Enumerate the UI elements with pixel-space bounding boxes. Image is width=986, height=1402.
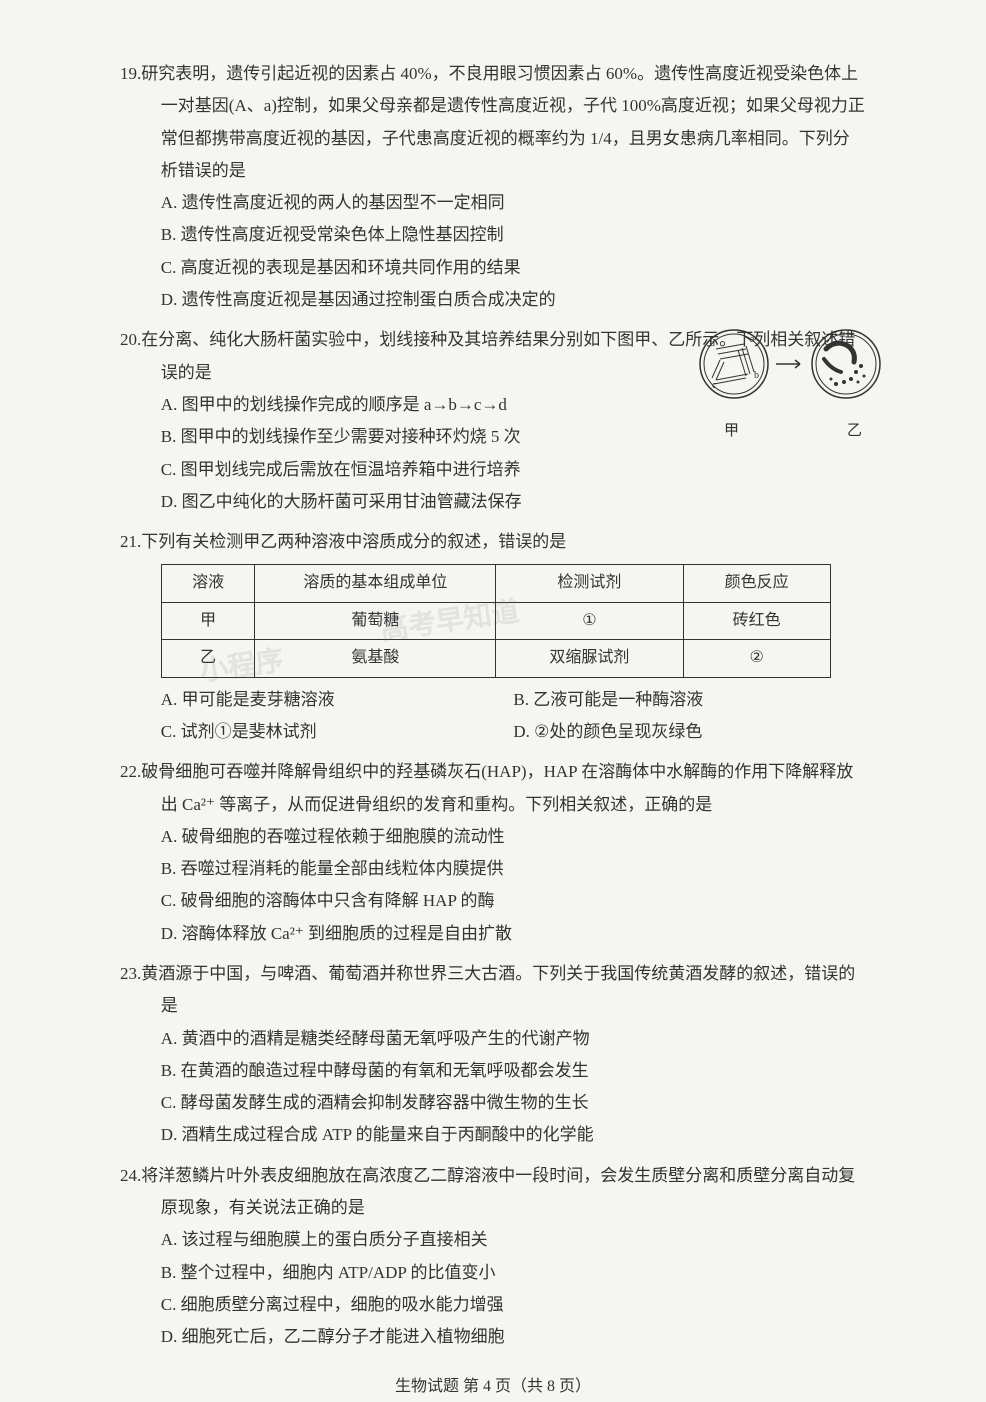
q20-opt-c: C. 图甲划线完成后需放在恒温培养箱中进行培养 xyxy=(120,454,866,486)
q21-opts-row2: C. 试剂①是斐林试剂 D. ②处的颜色呈现灰绿色 xyxy=(120,716,866,748)
q21-opt-d: D. ②处的颜色呈现灰绿色 xyxy=(513,716,866,748)
q19-opt-a: A. 遗传性高度近视的两人的基因型不一定相同 xyxy=(120,187,866,219)
q23-opt-b: B. 在黄酒的酿造过程中酵母菌的有氧和无氧呼吸都会发生 xyxy=(120,1055,866,1087)
q19-text: 研究表明，遗传引起近视的因素占 40%，不良用眼习惯因素占 60%。遗传性高度近… xyxy=(141,64,865,180)
td-1-0: 乙 xyxy=(161,640,255,677)
diagram-label-b: 乙 xyxy=(847,417,862,446)
q22-text: 破骨细胞可吞噬并降解骨组织中的羟基磷灰石(HAP)，HAP 在溶酶体中水解酶的作… xyxy=(141,762,853,813)
q21-opt-c: C. 试剂①是斐林试剂 xyxy=(161,716,514,748)
table-row: 乙 氨基酸 双缩脲试剂 ② xyxy=(161,640,830,677)
q22-number: 22. xyxy=(120,762,141,781)
q21-table: 溶液 溶质的基本组成单位 检测试剂 颜色反应 甲 葡萄糖 ① 砖红色 乙 氨基酸… xyxy=(161,564,831,677)
q23-stem: 23.黄酒源于中国，与啤酒、葡萄酒并称世界三大古酒。下列关于我国传统黄酒发酵的叙… xyxy=(120,958,866,1023)
question-22: 22.破骨细胞可吞噬并降解骨组织中的羟基磷灰石(HAP)，HAP 在溶酶体中水解… xyxy=(120,756,866,950)
td-0-2: ① xyxy=(496,602,683,639)
q21-table-wrap: 溶液 溶质的基本组成单位 检测试剂 颜色反应 甲 葡萄糖 ① 砖红色 乙 氨基酸… xyxy=(120,564,866,677)
q22-opt-d: D. 溶酶体释放 Ca²⁺ 到细胞质的过程是自由扩散 xyxy=(120,918,866,950)
question-19: 19.研究表明，遗传引起近视的因素占 40%，不良用眼习惯因素占 60%。遗传性… xyxy=(120,58,866,316)
q20-opt-d: D. 图乙中纯化的大肠杆菌可采用甘油管藏法保存 xyxy=(120,486,866,518)
svg-text:d: d xyxy=(710,338,715,349)
q21-stem: 21.下列有关检测甲乙两种溶液中溶质成分的叙述，错误的是 xyxy=(120,526,866,558)
td-0-1: 葡萄糖 xyxy=(255,602,496,639)
td-1-2: 双缩脲试剂 xyxy=(496,640,683,677)
td-0-3: 砖红色 xyxy=(683,602,830,639)
q24-number: 24. xyxy=(120,1166,141,1185)
table-row: 甲 葡萄糖 ① 砖红色 xyxy=(161,602,830,639)
td-0-0: 甲 xyxy=(161,602,255,639)
petri-dish-diagram: d a b c xyxy=(696,324,886,410)
q24-opt-b: B. 整个过程中，细胞内 ATP/ADP 的比值变小 xyxy=(120,1257,866,1289)
q23-opt-d: D. 酒精生成过程合成 ATP 的能量来自于丙酮酸中的化学能 xyxy=(120,1119,866,1151)
q24-opt-c: C. 细胞质壁分离过程中，细胞的吸水能力增强 xyxy=(120,1289,866,1321)
table-header-row: 溶液 溶质的基本组成单位 检测试剂 颜色反应 xyxy=(161,565,830,602)
q19-number: 19. xyxy=(120,64,141,83)
q22-opt-b: B. 吞噬过程消耗的能量全部由线粒体内膜提供 xyxy=(120,853,866,885)
q20-number: 20. xyxy=(120,330,141,349)
q24-stem: 24.将洋葱鳞片叶外表皮细胞放在高浓度乙二醇溶液中一段时间，会发生质壁分离和质壁… xyxy=(120,1160,866,1225)
page-footer: 生物试题 第 4 页（共 8 页） xyxy=(120,1372,866,1402)
q23-text: 黄酒源于中国，与啤酒、葡萄酒并称世界三大古酒。下列关于我国传统黄酒发酵的叙述，错… xyxy=(141,964,855,1015)
q21-text: 下列有关检测甲乙两种溶液中溶质成分的叙述，错误的是 xyxy=(141,532,566,551)
th-2: 检测试剂 xyxy=(496,565,683,602)
q21-number: 21. xyxy=(120,532,141,551)
question-21: 21.下列有关检测甲乙两种溶液中溶质成分的叙述，错误的是 溶液 溶质的基本组成单… xyxy=(120,526,866,748)
q19-opt-c: C. 高度近视的表现是基因和环境共同作用的结果 xyxy=(120,252,866,284)
diagram-label-a: 甲 xyxy=(724,417,739,446)
q21-opts-row1: A. 甲可能是麦芽糖溶液 B. 乙液可能是一种酶溶液 xyxy=(120,684,866,716)
q21-opt-a: A. 甲可能是麦芽糖溶液 xyxy=(161,684,514,716)
q21-opt-b: B. 乙液可能是一种酶溶液 xyxy=(513,684,866,716)
q23-opt-a: A. 黄酒中的酒精是糖类经酵母菌无氧呼吸产生的代谢产物 xyxy=(120,1023,866,1055)
q24-opt-a: A. 该过程与细胞膜上的蛋白质分子直接相关 xyxy=(120,1224,866,1256)
diagram-labels: 甲 乙 xyxy=(696,417,886,446)
q22-opt-c: C. 破骨细胞的溶酶体中只含有降解 HAP 的酶 xyxy=(120,885,866,917)
svg-text:a: a xyxy=(750,334,755,345)
th-0: 溶液 xyxy=(161,565,255,602)
question-24: 24.将洋葱鳞片叶外表皮细胞放在高浓度乙二醇溶液中一段时间，会发生质壁分离和质壁… xyxy=(120,1160,866,1354)
q23-opt-c: C. 酵母菌发酵生成的酒精会抑制发酵容器中微生物的生长 xyxy=(120,1087,866,1119)
svg-text:c: c xyxy=(712,380,717,391)
q22-opt-a: A. 破骨细胞的吞噬过程依赖于细胞膜的流动性 xyxy=(120,821,866,853)
td-1-1: 氨基酸 xyxy=(255,640,496,677)
th-1: 溶质的基本组成单位 xyxy=(255,565,496,602)
question-23: 23.黄酒源于中国，与啤酒、葡萄酒并称世界三大古酒。下列关于我国传统黄酒发酵的叙… xyxy=(120,958,866,1152)
q20-diagram: d a b c 甲 乙 xyxy=(696,324,886,446)
q19-opt-b: B. 遗传性高度近视受常染色体上隐性基因控制 xyxy=(120,219,866,251)
svg-text:b: b xyxy=(754,370,759,381)
q19-opt-d: D. 遗传性高度近视是基因通过控制蛋白质合成决定的 xyxy=(120,284,866,316)
q22-stem: 22.破骨细胞可吞噬并降解骨组织中的羟基磷灰石(HAP)，HAP 在溶酶体中水解… xyxy=(120,756,866,821)
td-1-3: ② xyxy=(683,640,830,677)
q24-opt-d: D. 细胞死亡后，乙二醇分子才能进入植物细胞 xyxy=(120,1321,866,1353)
q23-number: 23. xyxy=(120,964,141,983)
q24-text: 将洋葱鳞片叶外表皮细胞放在高浓度乙二醇溶液中一段时间，会发生质壁分离和质壁分离自… xyxy=(141,1166,855,1217)
th-3: 颜色反应 xyxy=(683,565,830,602)
q19-stem: 19.研究表明，遗传引起近视的因素占 40%，不良用眼习惯因素占 60%。遗传性… xyxy=(120,58,866,187)
